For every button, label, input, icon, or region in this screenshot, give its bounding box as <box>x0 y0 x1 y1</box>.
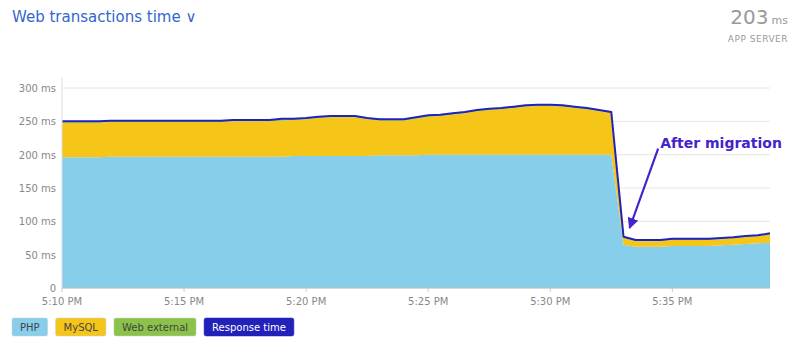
x-axis-line <box>62 288 770 289</box>
x-tick <box>306 288 307 292</box>
y-tick-label: 100 ms <box>19 216 56 227</box>
annotation-arrow <box>630 149 659 228</box>
y-axis-line <box>62 78 63 288</box>
y-tick-label: 0 <box>50 283 56 294</box>
y-tick-label: 200 ms <box>19 150 56 161</box>
title: Web transactions time ∨ <box>12 8 196 26</box>
x-tick-label: 5:25 PM <box>408 296 448 307</box>
legend-item: MySQL <box>56 318 106 336</box>
legend: PHP MySQL Web external Response time <box>12 318 294 336</box>
grid <box>62 88 770 288</box>
line <box>62 105 770 240</box>
plot-area <box>62 105 770 288</box>
x-tick <box>62 288 63 292</box>
legend-swatch <box>114 318 196 336</box>
chart: Web transactions time ∨ ms 203 APP SERVER 0 5… <box>0 0 800 347</box>
legend-label: MySQL <box>64 322 99 333</box>
grid-line <box>62 288 770 289</box>
grid-line <box>62 88 770 89</box>
x-tick <box>672 288 673 292</box>
legend-label: Response time <box>212 322 286 333</box>
legend-swatch <box>56 318 106 336</box>
x-tick-label: 5:35 PM <box>652 296 692 307</box>
legend-item: PHP <box>12 318 48 336</box>
annotation: After migration <box>660 135 782 151</box>
x-tick <box>550 288 551 292</box>
x-tick-label: 5:20 PM <box>286 296 326 307</box>
x-tick-label: 5:10 PM <box>42 296 82 307</box>
y-tick-label: 250 ms <box>19 116 56 127</box>
y-tick-label: 150 ms <box>19 183 56 194</box>
legend-label: PHP <box>20 322 40 333</box>
legend-swatch <box>12 318 48 336</box>
legend-item: Response time <box>204 318 294 336</box>
legend-label: Web external <box>122 322 188 333</box>
x-tick <box>428 288 429 292</box>
area <box>62 106 770 247</box>
note-value: 203 <box>730 5 768 29</box>
area <box>62 105 770 242</box>
y-tick-label: 50 ms <box>25 250 56 261</box>
note-unit: ms <box>772 14 789 27</box>
x-tick-label: 5:30 PM <box>530 296 570 307</box>
y-tick-label: 300 ms <box>19 83 56 94</box>
legend-swatch <box>204 318 294 336</box>
area <box>62 155 770 288</box>
legend-item: Web external <box>114 318 196 336</box>
x-tick-label: 5:15 PM <box>164 296 204 307</box>
x-tick <box>184 288 185 292</box>
note-label: APP SERVER <box>728 34 788 44</box>
